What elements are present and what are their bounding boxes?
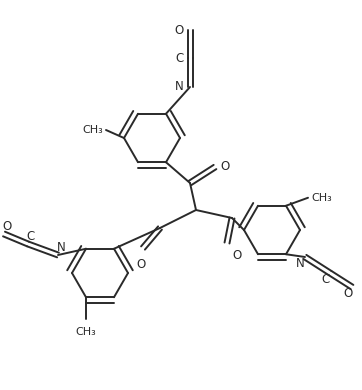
Text: O: O <box>220 161 229 174</box>
Text: O: O <box>175 23 184 37</box>
Text: CH₃: CH₃ <box>82 125 103 135</box>
Text: O: O <box>136 258 146 271</box>
Text: N: N <box>296 257 305 270</box>
Text: O: O <box>232 249 241 262</box>
Text: N: N <box>56 241 65 254</box>
Text: C: C <box>176 51 184 64</box>
Text: CH₃: CH₃ <box>76 327 96 337</box>
Text: O: O <box>2 220 11 233</box>
Text: C: C <box>27 230 35 243</box>
Text: N: N <box>175 80 184 94</box>
Text: C: C <box>321 273 330 286</box>
Text: O: O <box>343 287 352 300</box>
Text: CH₃: CH₃ <box>311 193 332 203</box>
